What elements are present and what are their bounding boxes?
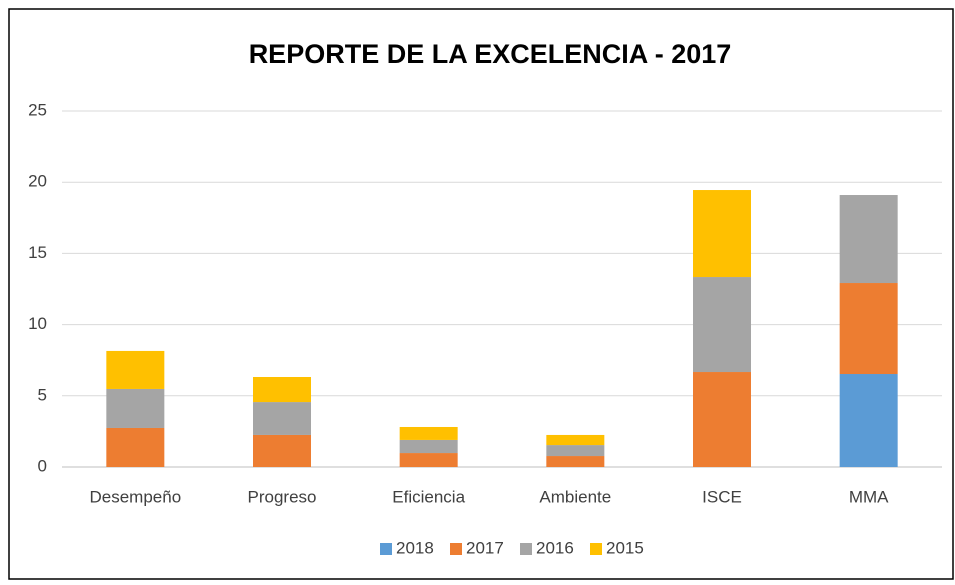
legend-swatch (590, 543, 602, 555)
x-tick-label: Ambiente (539, 487, 611, 506)
legend: 2018 2017 2016 2015 (380, 538, 644, 557)
legend-label: 2018 (396, 538, 434, 557)
bar-segment (399, 439, 458, 454)
bar-segment (253, 434, 311, 467)
bar-segment (693, 277, 751, 373)
bar-segment (546, 456, 605, 467)
x-tick-label: MMA (849, 487, 889, 506)
y-tick-label: 5 (38, 385, 47, 404)
legend-swatch (520, 543, 532, 555)
bar-segment (106, 388, 165, 428)
y-tick-label: 10 (28, 314, 47, 333)
bar-segment (693, 372, 751, 467)
x-tick-label: Desempeño (89, 487, 181, 506)
legend-swatch (450, 543, 462, 555)
legend-label: 2015 (606, 538, 644, 557)
bar-segment (839, 283, 898, 375)
chart-title: REPORTE DE LA EXCELENCIA - 2017 (249, 39, 732, 69)
bar-segment (693, 190, 751, 278)
x-tick-label: Progreso (248, 487, 317, 506)
y-tick-label: 25 (28, 100, 47, 119)
bar-segment (546, 445, 605, 457)
legend-swatch (380, 543, 392, 555)
bar-segment (253, 402, 311, 435)
y-tick-label: 15 (28, 243, 47, 262)
chart-frame (8, 8, 954, 580)
bar-segment (399, 426, 458, 440)
bar-segment (839, 374, 898, 467)
y-tick-label: 20 (28, 172, 47, 191)
bar-segment (399, 453, 458, 467)
bar-segment (839, 195, 898, 284)
legend-label: 2017 (466, 538, 504, 557)
bar-segment (106, 427, 165, 467)
bar-segment (546, 434, 605, 446)
x-tick-label: Eficiencia (392, 487, 465, 506)
bar-segment (253, 377, 311, 403)
y-tick-label: 0 (38, 456, 47, 475)
legend-label: 2016 (536, 538, 574, 557)
bar-segment (106, 350, 165, 389)
x-tick-label: ISCE (702, 487, 742, 506)
